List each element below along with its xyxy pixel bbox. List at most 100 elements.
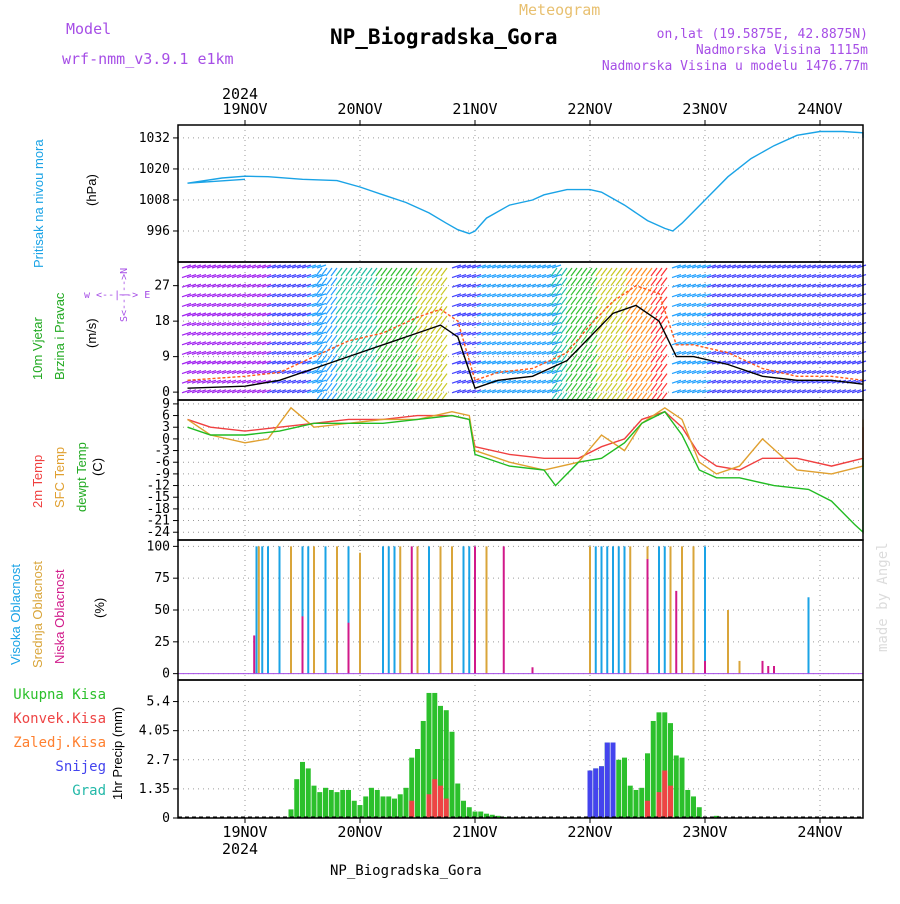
wind-arrow <box>811 322 822 327</box>
wind-arrow <box>306 312 317 317</box>
y-tick-label: 0 <box>162 667 170 682</box>
wind-arrow <box>565 363 573 373</box>
wind-arrow <box>716 370 727 375</box>
wind-arrow <box>430 267 438 277</box>
wind-arrow <box>236 302 247 307</box>
wind-arrow <box>410 344 418 354</box>
wind-arrow <box>635 382 643 392</box>
wind-arrow <box>466 283 477 288</box>
wind-arrow <box>211 283 222 288</box>
wind-arrow <box>456 341 467 346</box>
wind-arrow <box>440 306 448 315</box>
wind-arrow <box>851 360 862 365</box>
wind-arrow <box>526 370 537 375</box>
wind-arrow <box>355 325 363 334</box>
wind-arrow <box>841 331 852 336</box>
wind-arrow <box>315 344 323 354</box>
wind-arrow <box>231 293 242 298</box>
wind-arrow <box>365 334 373 344</box>
wind-arrow <box>296 350 307 355</box>
wind-arrow <box>420 306 428 315</box>
wind-arrow <box>306 341 317 346</box>
wind-arrow <box>400 267 408 277</box>
wind-arrow <box>691 293 702 298</box>
wind-arrow <box>355 354 363 363</box>
wind-arrow <box>385 354 393 363</box>
wind-arrow <box>291 370 302 375</box>
wind-arrow <box>301 360 312 365</box>
wind-arrow <box>181 302 192 307</box>
wind-arrow <box>580 363 588 373</box>
wind-arrow <box>320 363 328 373</box>
wind-arrow <box>761 350 772 355</box>
wind-arrow <box>350 354 358 363</box>
wind-arrow <box>266 264 277 269</box>
wind-arrow <box>296 293 307 298</box>
wind-arrow <box>430 277 438 286</box>
wind-arrow <box>526 350 537 355</box>
wind-arrow <box>570 315 578 325</box>
wind-arrow <box>625 315 633 325</box>
precip-bar <box>478 811 484 818</box>
wind-arrow <box>251 360 262 365</box>
precip-bar <box>696 807 702 818</box>
wind-arrow <box>191 312 202 317</box>
wind-arrow <box>600 344 608 354</box>
series-line-dewpt-temp <box>187 410 864 534</box>
wind-arrow <box>221 389 232 394</box>
wind-arrow <box>746 341 757 346</box>
wind-arrow <box>600 286 608 296</box>
wind-arrow <box>625 354 633 363</box>
wind-arrow <box>570 354 578 363</box>
wind-arrow <box>196 264 207 269</box>
wind-arrow <box>231 274 242 279</box>
wind-arrow <box>521 379 532 384</box>
wind-arrow <box>610 325 618 334</box>
wind-arrow <box>856 264 867 269</box>
wind-arrow <box>380 296 388 306</box>
wind-arrow <box>365 382 373 392</box>
station-title: NP_Biogradska_Gora <box>330 25 558 49</box>
wind-arrow <box>181 370 192 375</box>
wind-arrow <box>771 264 782 269</box>
wind-arrow <box>696 274 707 279</box>
wind-arrow <box>541 379 552 384</box>
wind-arrow <box>451 370 462 375</box>
wind-arrow <box>816 293 827 298</box>
wind-arrow <box>620 286 628 296</box>
wind-arrow <box>550 325 558 334</box>
wind-arrow <box>410 334 418 344</box>
wind-arrow <box>766 370 777 375</box>
wind-arrow <box>635 363 643 373</box>
wind-label-2: Brzina i Pravac <box>52 292 67 380</box>
wind-arrow <box>415 382 423 392</box>
wind-arrow <box>555 325 563 334</box>
wind-arrow <box>320 382 328 392</box>
wind-arrow <box>716 302 727 307</box>
precip-bar <box>305 768 311 818</box>
wind-arrow <box>521 312 532 317</box>
wind-arrow <box>565 373 573 382</box>
wind-arrow <box>375 277 383 286</box>
wind-arrow <box>746 312 757 317</box>
wind-arrow <box>271 264 282 269</box>
wind-arrow <box>201 370 212 375</box>
wind-arrow <box>555 334 563 344</box>
wind-arrow <box>281 293 292 298</box>
precip-bar <box>369 787 374 818</box>
wind-arrow <box>360 277 368 286</box>
wind-arrow <box>811 389 822 394</box>
wind-arrow <box>731 350 742 355</box>
wind-arrow <box>590 296 598 306</box>
wind-arrow <box>671 360 682 365</box>
wind-arrow <box>706 302 717 307</box>
wind-arrow <box>801 264 812 269</box>
wind-arrow <box>266 331 277 336</box>
wind-arrow <box>325 315 333 325</box>
wind-arrow <box>335 296 343 306</box>
wind-arrow <box>365 363 373 373</box>
wind-arrow <box>246 283 257 288</box>
wind-arrow <box>741 389 752 394</box>
wind-arrow <box>241 283 252 288</box>
wind-arrow <box>380 363 388 373</box>
